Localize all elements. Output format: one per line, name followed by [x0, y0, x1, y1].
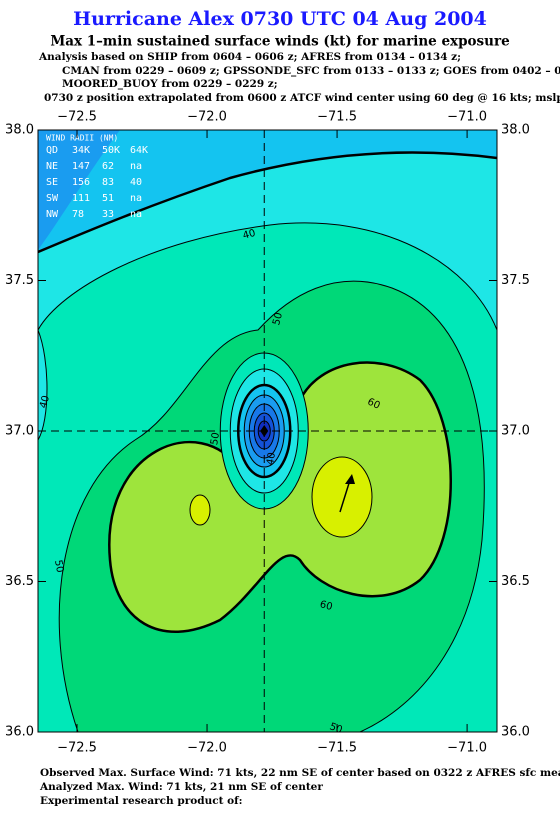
- contour-label: 60: [365, 396, 381, 411]
- wind-radii-cell: SW: [46, 193, 59, 204]
- wind-radii-title: WIND RADII (NM): [46, 134, 118, 143]
- wind-radii-cell: 83: [102, 177, 114, 188]
- chart-subtitle: Max 1–min sustained surface winds (kt) f…: [50, 34, 509, 50]
- wind-radii-cell: na: [130, 193, 142, 204]
- wind-radii-cell: 33: [102, 209, 114, 220]
- wind-radii-cell: 51: [102, 193, 114, 204]
- x-tick-label: −72.5: [57, 741, 97, 756]
- wind-radii-cell: SE: [46, 177, 58, 188]
- contour-line: [38, 151, 497, 254]
- wind-radii-table: WIND RADII (NM) QD 34K 50K 64K NE 147 62 na SE 15…: [46, 134, 148, 221]
- x-tick-label: −71.5: [317, 110, 357, 125]
- y-tick-label: 36.0: [501, 725, 530, 740]
- wind-radii-cell: na: [130, 161, 142, 172]
- contour-labels: 40 40 40 50 50 50 50 60 60: [38, 228, 381, 736]
- analysis-line: Analysis based on SHIP from 0604 – 0606 …: [38, 51, 461, 63]
- analysis-line: 0730 z position extrapolated from 0600 z…: [44, 92, 560, 104]
- wind-radii-cell: 40: [130, 177, 142, 188]
- wind-radii-header: 64K: [130, 145, 148, 156]
- motion-arrow-head: [345, 474, 355, 484]
- footer-line: Observed Max. Surface Wind: 71 kts, 22 n…: [40, 767, 560, 779]
- x-tick-label: −71.5: [317, 741, 357, 756]
- analysis-line: MOORED_BUOY from 0229 – 0229 z;: [62, 78, 278, 91]
- y-tick-label: 37.5: [501, 273, 530, 288]
- y-tick-label: 37.5: [5, 273, 34, 288]
- footer-line: Experimental research product of:: [40, 795, 243, 807]
- x-tick-label: −72.0: [187, 741, 227, 756]
- wind-radii-header: 34K: [72, 145, 90, 156]
- y-tick-label: 36.5: [5, 574, 34, 589]
- chart-title: Hurricane Alex 0730 UTC 04 Aug 2004: [73, 8, 487, 30]
- band-70: [311, 456, 373, 538]
- contour-label: 40: [265, 452, 278, 466]
- contour-field: [38, 130, 497, 732]
- wind-radii-cell: 111: [72, 193, 90, 204]
- wind-radii-cell: NE: [46, 161, 58, 172]
- x-tick-label: −71.0: [447, 741, 487, 756]
- contour-label: 40: [38, 394, 52, 409]
- x-tick-label: −71.0: [447, 110, 487, 125]
- wind-radii-header: 50K: [102, 145, 120, 156]
- analysis-line: CMAN from 0229 – 0609 z; GPSSONDE_SFC fr…: [62, 65, 560, 78]
- y-tick-label: 37.0: [501, 424, 530, 439]
- wind-radii-cell: NW: [46, 209, 59, 220]
- wind-radii-cell: 156: [72, 177, 90, 188]
- x-tick-label: −72.5: [57, 110, 97, 125]
- y-tick-label: 37.0: [5, 424, 34, 439]
- contour-label: 50: [52, 559, 65, 573]
- y-tick-label: 38.0: [501, 123, 530, 138]
- contour-label: 40: [242, 228, 257, 242]
- y-tick-label: 36.0: [5, 725, 34, 740]
- plot-frame: [37, 129, 498, 733]
- x-tick-label: −72.0: [187, 110, 227, 125]
- band-20: [38, 130, 497, 252]
- contour-label: 60: [318, 599, 333, 613]
- wind-radii-cell: 147: [72, 161, 90, 172]
- wind-radii-cell: 78: [72, 209, 84, 220]
- footer-line: Analyzed Max. Wind: 71 kts, 21 nm SE of …: [39, 781, 323, 793]
- contour-label: 50: [209, 432, 222, 446]
- wind-radii-header: QD: [46, 145, 58, 156]
- wind-radii-cell: na: [130, 209, 142, 220]
- motion-arrow: [339, 479, 351, 513]
- wind-radii-cell: 62: [102, 161, 114, 172]
- y-tick-label: 38.0: [5, 123, 34, 138]
- band-10: [38, 130, 120, 250]
- band-70: [189, 494, 211, 526]
- y-tick-label: 36.5: [501, 574, 530, 589]
- contour-label: 50: [271, 311, 285, 326]
